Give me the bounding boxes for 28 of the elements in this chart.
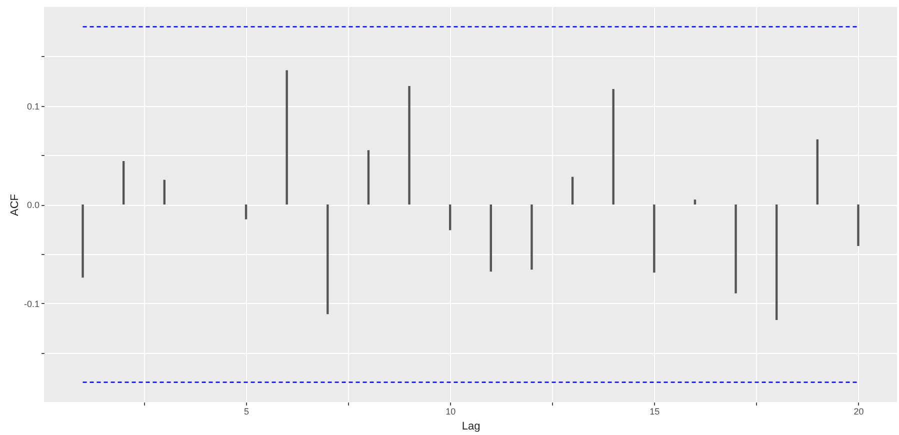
y-axis-title: ACF	[8, 194, 21, 216]
bar	[163, 180, 166, 204]
y-tick-label: 0.0	[26, 200, 40, 210]
x-axis-title: Lag	[462, 420, 480, 432]
bar	[571, 176, 574, 204]
bar	[367, 150, 370, 204]
bar	[653, 204, 656, 273]
bar	[530, 204, 533, 270]
y-tick-label: -0.1	[24, 298, 40, 309]
bar	[734, 204, 737, 294]
bar	[286, 70, 288, 204]
x-tick-label: 15	[650, 406, 660, 416]
bar	[612, 88, 614, 204]
x-tick-label: 5	[244, 406, 250, 416]
x-tick-label: 20	[854, 406, 864, 416]
y-tick-label: 0.1	[26, 101, 40, 112]
bar	[490, 204, 492, 272]
bar	[816, 139, 819, 204]
bar	[448, 204, 452, 230]
bar	[694, 200, 696, 204]
bar	[776, 204, 778, 320]
bar	[82, 204, 84, 278]
bar	[408, 86, 410, 204]
bar	[122, 161, 125, 204]
bar	[326, 204, 329, 314]
bar	[244, 204, 248, 220]
bar	[857, 204, 860, 246]
x-tick-label: 10	[446, 406, 456, 416]
